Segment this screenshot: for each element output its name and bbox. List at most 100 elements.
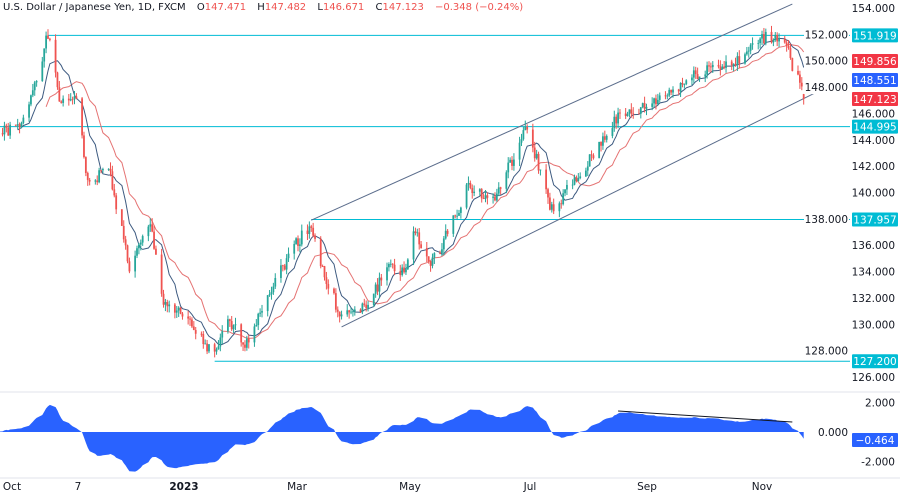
- candle: [626, 111, 629, 117]
- candle-body: [192, 326, 195, 330]
- candle-body: [206, 343, 208, 352]
- level-label-bg: [852, 212, 898, 227]
- price-tick: 134.000: [852, 267, 895, 279]
- candle: [325, 271, 328, 290]
- candle: [770, 25, 773, 44]
- candle-body: [88, 179, 91, 182]
- candle: [177, 306, 180, 317]
- candle: [664, 91, 667, 100]
- candle: [173, 302, 176, 319]
- channel-upper-line: [311, 3, 793, 221]
- candle: [537, 151, 540, 174]
- candle: [588, 154, 591, 167]
- candle: [406, 258, 409, 271]
- candle: [58, 81, 61, 102]
- candle-body: [658, 95, 661, 100]
- candle-body: [287, 253, 290, 259]
- candle: [175, 305, 178, 318]
- candle-body: [285, 258, 288, 270]
- candle: [668, 87, 671, 98]
- candle: [200, 331, 203, 337]
- candle: [323, 265, 326, 281]
- candle: [147, 224, 150, 242]
- candle-body: [785, 42, 788, 46]
- price-tick: 142.000: [852, 161, 895, 173]
- price-tick-group: 130.000: [852, 319, 895, 331]
- candle-body: [228, 319, 231, 322]
- candle: [7, 122, 10, 136]
- candle: [399, 264, 402, 281]
- price-tick-group: 154.000: [852, 3, 895, 15]
- candle: [378, 272, 381, 298]
- candle-body: [308, 226, 311, 234]
- candle-body: [511, 159, 513, 166]
- candle: [800, 77, 803, 91]
- price-tick: 146.000: [852, 108, 895, 120]
- price-tick-backdrop: [804, 28, 849, 42]
- candle: [164, 298, 167, 312]
- candle: [253, 323, 256, 347]
- candle: [791, 57, 794, 72]
- candle: [694, 66, 697, 79]
- candle-body: [509, 159, 512, 163]
- candle: [240, 323, 243, 347]
- candle-body: [86, 172, 89, 180]
- candle: [539, 169, 542, 176]
- candle-body: [427, 256, 430, 262]
- candle-body: [706, 65, 708, 75]
- candle-body: [486, 195, 489, 198]
- candle: [353, 306, 356, 316]
- candle: [45, 31, 47, 54]
- candle: [611, 121, 614, 139]
- candle: [709, 62, 712, 73]
- candle-body: [537, 153, 540, 171]
- candle: [386, 262, 388, 286]
- candle: [692, 66, 695, 83]
- candle-body: [147, 226, 150, 237]
- candle: [136, 245, 138, 259]
- time-tick: May: [399, 481, 421, 493]
- candle: [83, 131, 85, 159]
- price-tick-group: 146.000: [852, 108, 895, 120]
- level-label: 144.995: [852, 119, 898, 134]
- candle-body: [459, 207, 462, 213]
- candle-body: [442, 238, 445, 250]
- candle: [617, 107, 619, 129]
- candle-body: [361, 303, 364, 312]
- oscillator-area: [0, 404, 804, 472]
- price-tick-group: 142.000: [852, 161, 895, 173]
- candle-body: [441, 249, 443, 254]
- candle-body: [456, 215, 458, 217]
- candle-body: [9, 124, 12, 136]
- candle-body: [81, 98, 83, 136]
- candle: [204, 339, 207, 345]
- candle-body: [247, 338, 250, 343]
- candle-body: [102, 169, 104, 171]
- symbol-title: U.S. Dollar / Japanese Yen, 1D, FXCM: [3, 2, 186, 13]
- candle: [73, 91, 76, 105]
- candle: [1, 127, 4, 137]
- candle-body: [630, 109, 633, 114]
- candle: [122, 220, 125, 243]
- candle-body: [149, 224, 152, 227]
- candle: [194, 326, 197, 340]
- candle-body: [71, 99, 74, 101]
- candle: [257, 312, 260, 331]
- candle: [206, 339, 208, 355]
- candle-body: [297, 238, 299, 246]
- candle-body: [797, 70, 799, 75]
- candle: [352, 308, 354, 317]
- candle-body: [325, 277, 328, 284]
- candle-body: [168, 304, 171, 307]
- candle-body: [505, 172, 508, 189]
- candle-body: [16, 124, 19, 126]
- candle: [615, 114, 618, 129]
- candle-body: [749, 44, 752, 51]
- candle: [749, 43, 752, 55]
- candle-body: [100, 170, 102, 172]
- oscillator-value-label-text: −0.464: [856, 435, 895, 447]
- candle: [562, 189, 565, 206]
- candle: [764, 28, 767, 46]
- candle: [492, 193, 494, 204]
